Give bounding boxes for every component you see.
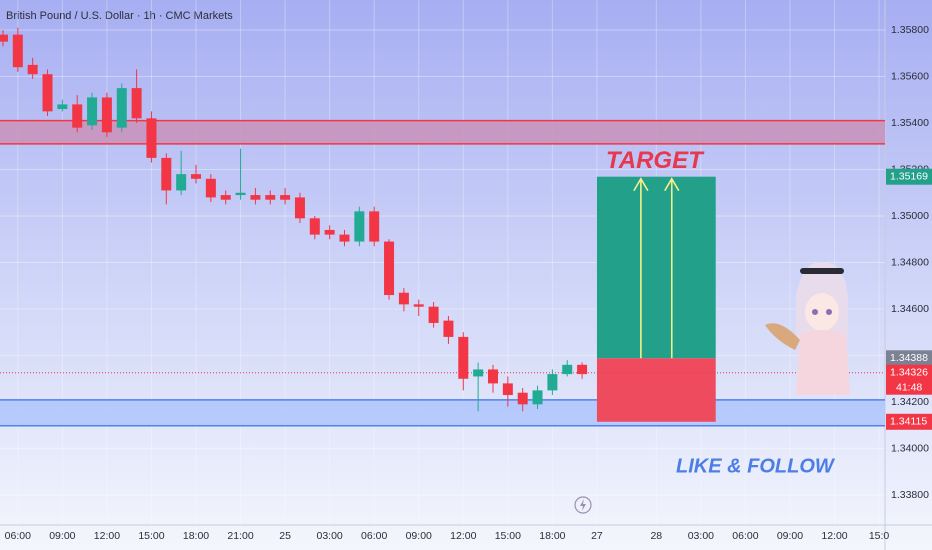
last-price-label: 1.34326 [890, 366, 928, 378]
candle-body [0, 34, 8, 42]
x-tick-label: 09:00 [777, 530, 803, 542]
candle-body [577, 364, 588, 375]
candle-body [27, 64, 38, 75]
target-arrow [664, 177, 680, 359]
x-tick-label: 12:00 [94, 530, 120, 542]
last-price-label-box [886, 364, 932, 395]
x-tick-label: 27 [591, 530, 603, 542]
x-tick-label: 06:00 [732, 530, 758, 542]
candle-body [250, 195, 261, 200]
x-tick-label: 28 [650, 530, 662, 542]
candle-body [131, 88, 142, 119]
candle-body [309, 218, 320, 235]
candle-body [473, 369, 484, 377]
stop-price-label: 1.34115 [890, 416, 927, 428]
candle-body [532, 390, 543, 405]
candle-body [547, 374, 558, 391]
candle-body [161, 157, 172, 191]
candle-body [146, 118, 157, 158]
candle-body [428, 306, 439, 323]
x-tick-label: 12:00 [450, 530, 476, 542]
x-tick-label: 25 [279, 530, 291, 542]
candle-body [339, 234, 350, 242]
candle-body [220, 195, 231, 200]
candle-body [324, 229, 335, 235]
x-tick-label: 03:00 [317, 530, 343, 542]
countdown-label: 41:48 [896, 381, 922, 393]
x-tick-label: 18:00 [183, 530, 209, 542]
chart-title: British Pound / U.S. Dollar · 1h · CMC M… [6, 10, 233, 22]
target-arrow [633, 177, 649, 359]
candle-body [72, 104, 83, 128]
stop-area [596, 358, 716, 422]
y-tick-label: 1.35800 [891, 24, 929, 36]
x-tick-label: 09:00 [49, 530, 75, 542]
candle-body [42, 74, 53, 112]
y-tick-label: 1.34200 [891, 396, 929, 408]
x-tick-label: 21:00 [227, 530, 253, 542]
candle-body [101, 97, 112, 133]
candle-body [562, 364, 573, 375]
candle-body [116, 88, 127, 128]
x-tick-label: 15:0 [869, 530, 890, 542]
lightning-icon[interactable] [574, 496, 592, 514]
stop-price-label-box [886, 413, 932, 430]
target-area [596, 176, 716, 359]
zone [0, 399, 885, 426]
candle-body [265, 195, 276, 200]
candle-body [235, 192, 246, 196]
candle-body [458, 336, 469, 379]
candle-body [205, 178, 216, 198]
y-tick-label: 1.34600 [891, 303, 929, 315]
character-illustration [765, 262, 850, 395]
candle-body [294, 197, 305, 219]
candle-body [176, 174, 187, 191]
target-price-label: 1.35169 [890, 170, 928, 182]
candle-body [57, 104, 68, 110]
x-tick-label: 03:00 [688, 530, 714, 542]
x-tick-label: 12:00 [821, 530, 847, 542]
entry-price-label-box [886, 350, 932, 367]
x-tick-label: 18:00 [539, 530, 565, 542]
candle-body [191, 174, 202, 179]
candle-body [369, 211, 380, 242]
y-tick-label: 1.35600 [891, 70, 929, 82]
target-price-label-box [886, 168, 932, 185]
target-label: TARGET [606, 147, 705, 174]
candle-body [443, 320, 454, 337]
candle-body [413, 304, 424, 307]
candle-body [12, 34, 23, 68]
cta-label: LIKE & FOLLOW [676, 455, 836, 477]
y-tick-label: 1.35000 [891, 210, 929, 222]
entry-price-label: 1.34388 [890, 352, 928, 364]
candle-body [384, 241, 395, 296]
x-tick-label: 09:00 [406, 530, 432, 542]
x-tick-label: 06:00 [5, 530, 31, 542]
candle-body [87, 97, 98, 126]
candle-body [487, 369, 498, 384]
candle-body [354, 211, 365, 242]
candle-body [398, 292, 409, 305]
x-tick-label: 15:00 [495, 530, 521, 542]
y-tick-label: 1.35400 [891, 117, 929, 129]
candle-body [517, 392, 528, 405]
y-tick-label: 1.34800 [891, 256, 929, 268]
zone [0, 120, 885, 144]
x-tick-label: 15:00 [138, 530, 164, 542]
y-tick-label: 1.33800 [891, 489, 929, 501]
candle-body [280, 195, 291, 200]
x-tick-label: 06:00 [361, 530, 387, 542]
y-tick-label: 1.34000 [891, 442, 929, 454]
candle-body [502, 383, 513, 396]
